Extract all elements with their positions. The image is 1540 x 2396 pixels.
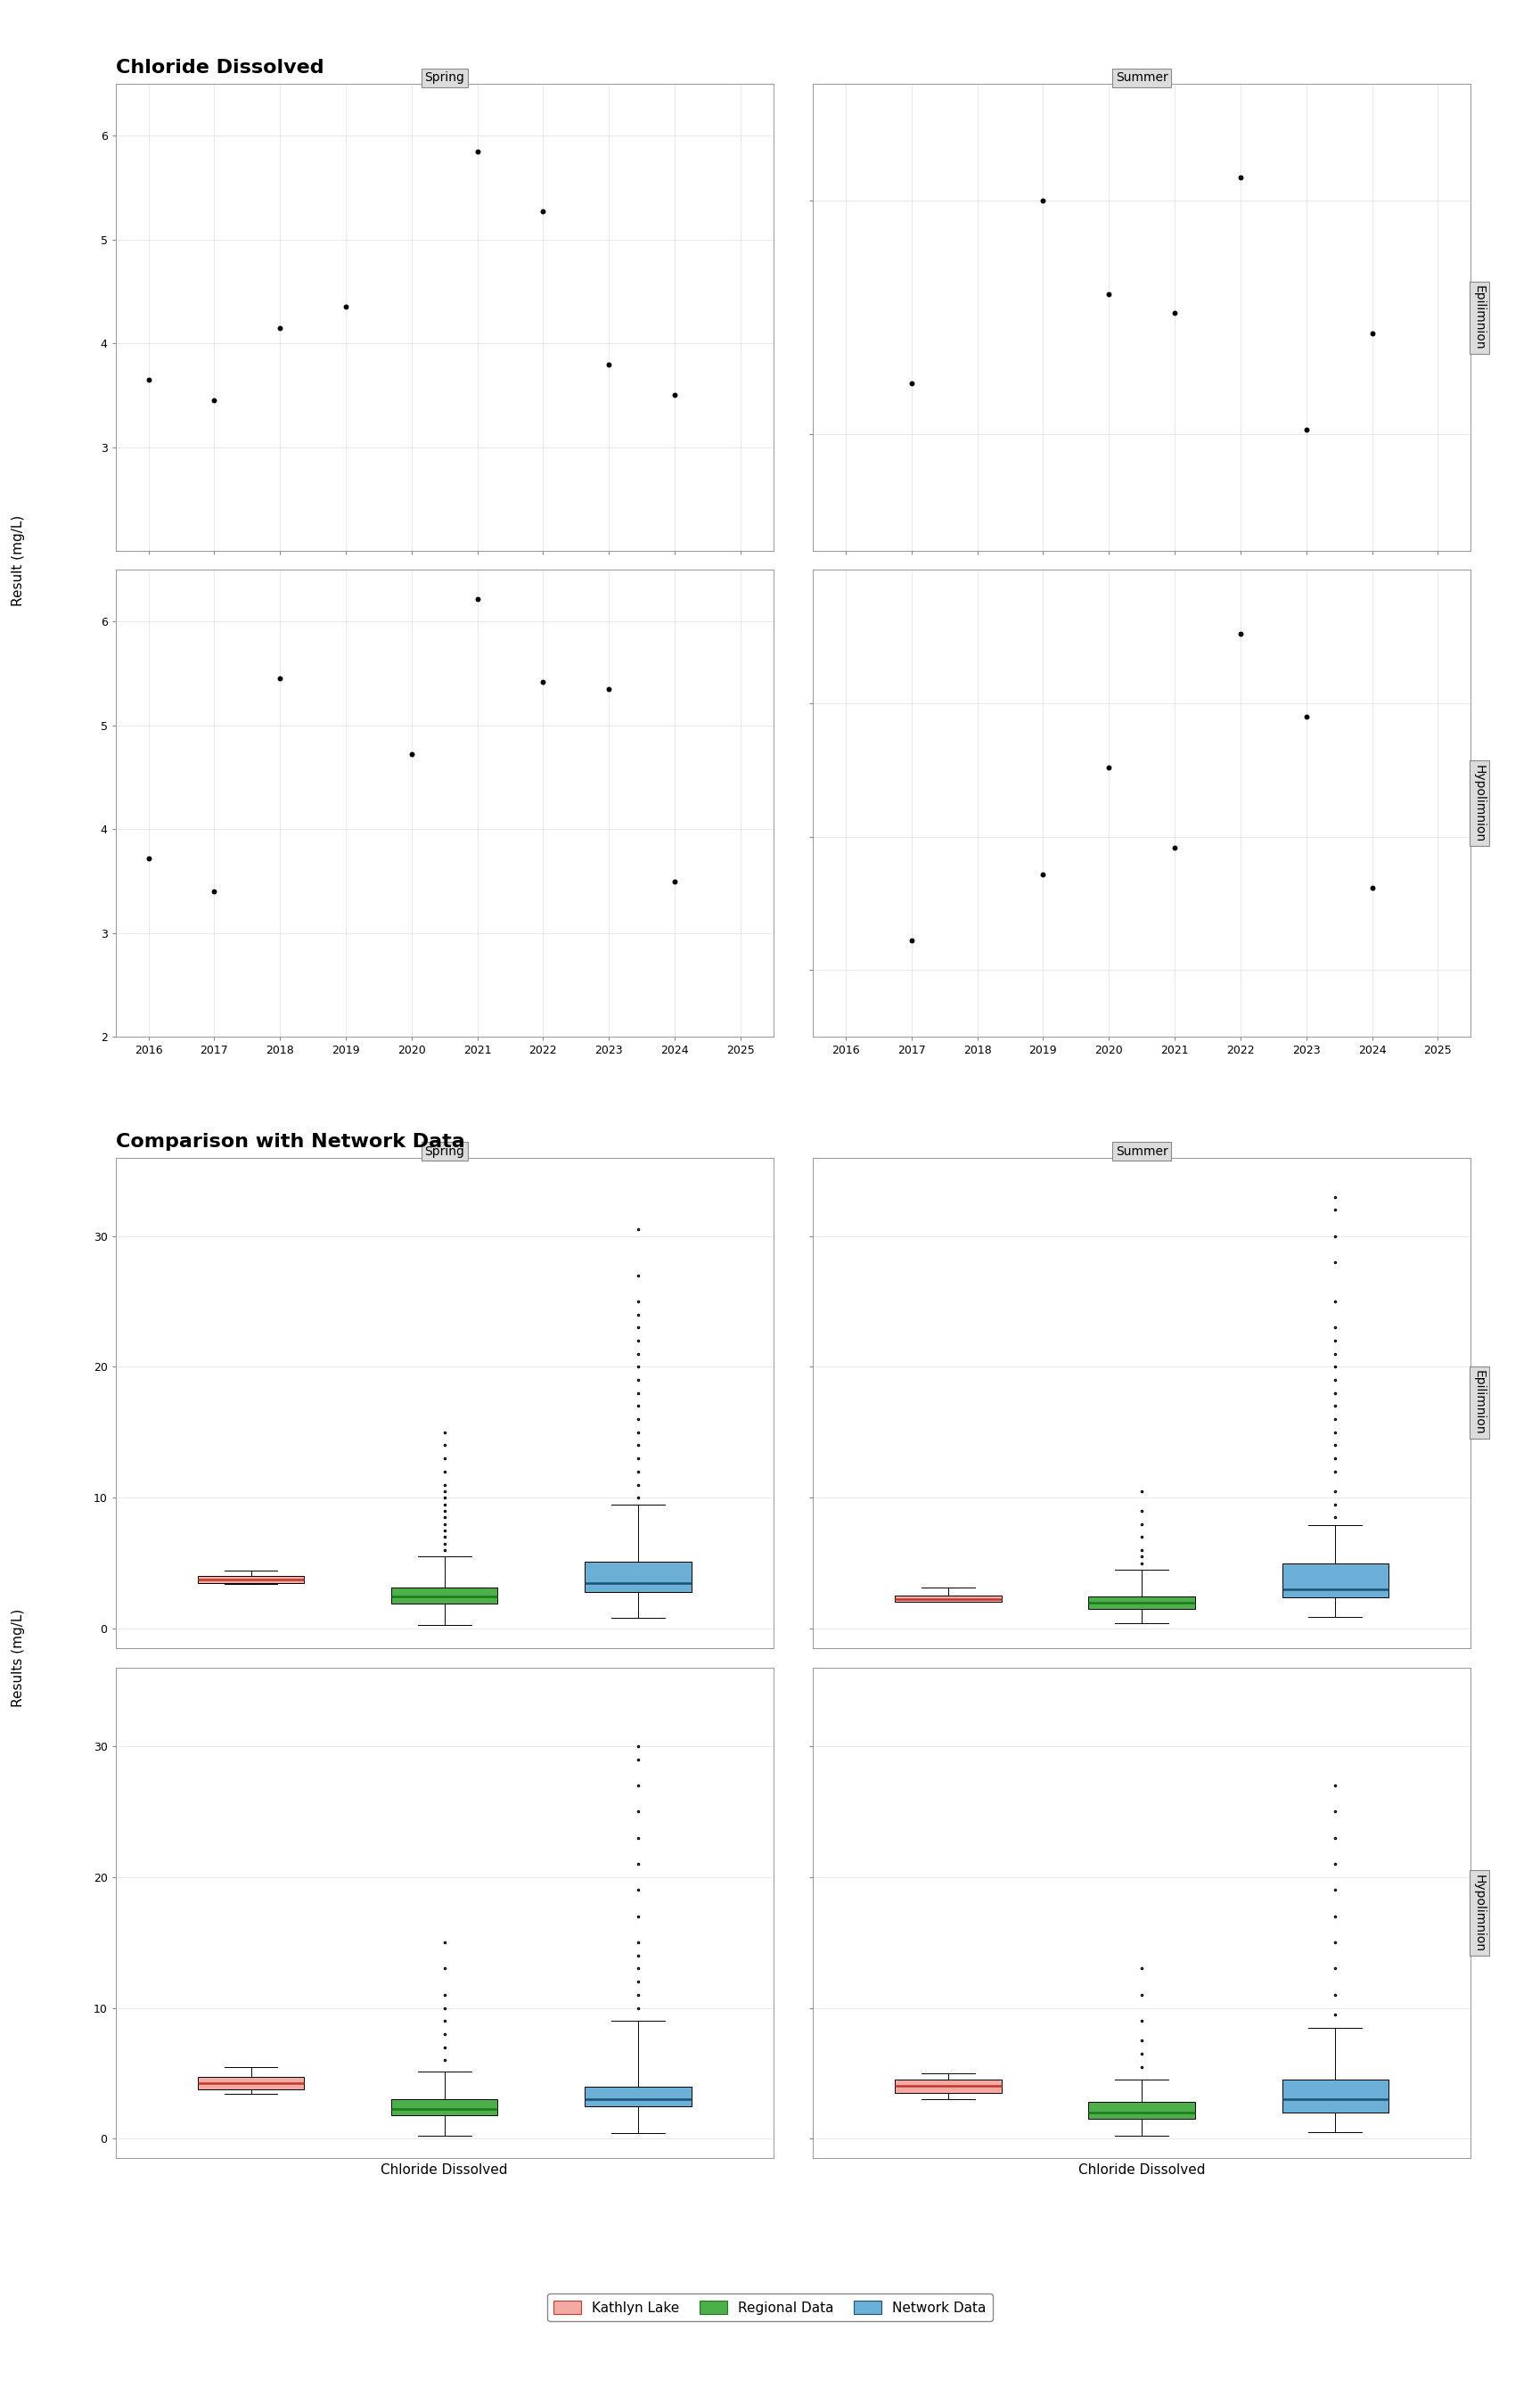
- Point: [899, 364, 924, 403]
- X-axis label: Chloride Dissolved: Chloride Dissolved: [1078, 2164, 1206, 2176]
- Point: [899, 922, 924, 961]
- PathPatch shape: [585, 1562, 691, 1591]
- Point: [136, 839, 160, 877]
- PathPatch shape: [1281, 2080, 1389, 2113]
- Point: [334, 288, 359, 326]
- Point: [531, 664, 556, 702]
- PathPatch shape: [1281, 1562, 1389, 1598]
- Text: Result (mg/L): Result (mg/L): [12, 515, 25, 606]
- PathPatch shape: [391, 1586, 497, 1603]
- PathPatch shape: [895, 2080, 1001, 2094]
- Point: [1030, 182, 1055, 220]
- Text: Summer: Summer: [1115, 72, 1167, 84]
- Text: Epilimnion: Epilimnion: [1474, 285, 1486, 350]
- Text: Spring: Spring: [425, 1145, 465, 1157]
- Point: [1163, 295, 1187, 333]
- Point: [1227, 158, 1252, 196]
- Point: [268, 309, 293, 347]
- PathPatch shape: [1089, 1596, 1195, 1610]
- Point: [202, 872, 226, 910]
- Point: [202, 381, 226, 419]
- Point: [596, 671, 621, 709]
- X-axis label: Chloride Dissolved: Chloride Dissolved: [380, 2164, 508, 2176]
- PathPatch shape: [585, 2087, 691, 2106]
- PathPatch shape: [197, 2077, 305, 2089]
- PathPatch shape: [391, 2099, 497, 2116]
- Point: [399, 736, 424, 774]
- Point: [531, 192, 556, 230]
- Text: Epilimnion: Epilimnion: [1474, 1371, 1486, 1435]
- Point: [465, 580, 490, 618]
- PathPatch shape: [197, 1577, 305, 1584]
- Point: [465, 132, 490, 170]
- Text: Chloride Dissolved: Chloride Dissolved: [116, 60, 323, 77]
- Point: [1360, 867, 1384, 906]
- Text: Spring: Spring: [425, 72, 465, 84]
- PathPatch shape: [895, 1596, 1001, 1601]
- Text: Comparison with Network Data: Comparison with Network Data: [116, 1133, 465, 1150]
- Point: [1360, 314, 1384, 352]
- Text: Hypolimnion: Hypolimnion: [1474, 1874, 1486, 1953]
- Text: Hypolimnion: Hypolimnion: [1474, 764, 1486, 841]
- Point: [662, 863, 687, 901]
- Point: [1227, 616, 1252, 654]
- Point: [268, 659, 293, 697]
- Point: [1030, 855, 1055, 894]
- Point: [1294, 697, 1318, 736]
- Point: [662, 376, 687, 415]
- Point: [136, 359, 160, 398]
- Point: [1096, 748, 1121, 786]
- Text: Summer: Summer: [1115, 1145, 1167, 1157]
- PathPatch shape: [1089, 2101, 1195, 2118]
- Text: Results (mg/L): Results (mg/L): [12, 1608, 25, 1706]
- Point: [596, 345, 621, 383]
- Point: [1294, 410, 1318, 448]
- Point: [1096, 276, 1121, 314]
- Point: [1163, 829, 1187, 867]
- Legend: Kathlyn Lake, Regional Data, Network Data: Kathlyn Lake, Regional Data, Network Dat…: [547, 2293, 993, 2322]
